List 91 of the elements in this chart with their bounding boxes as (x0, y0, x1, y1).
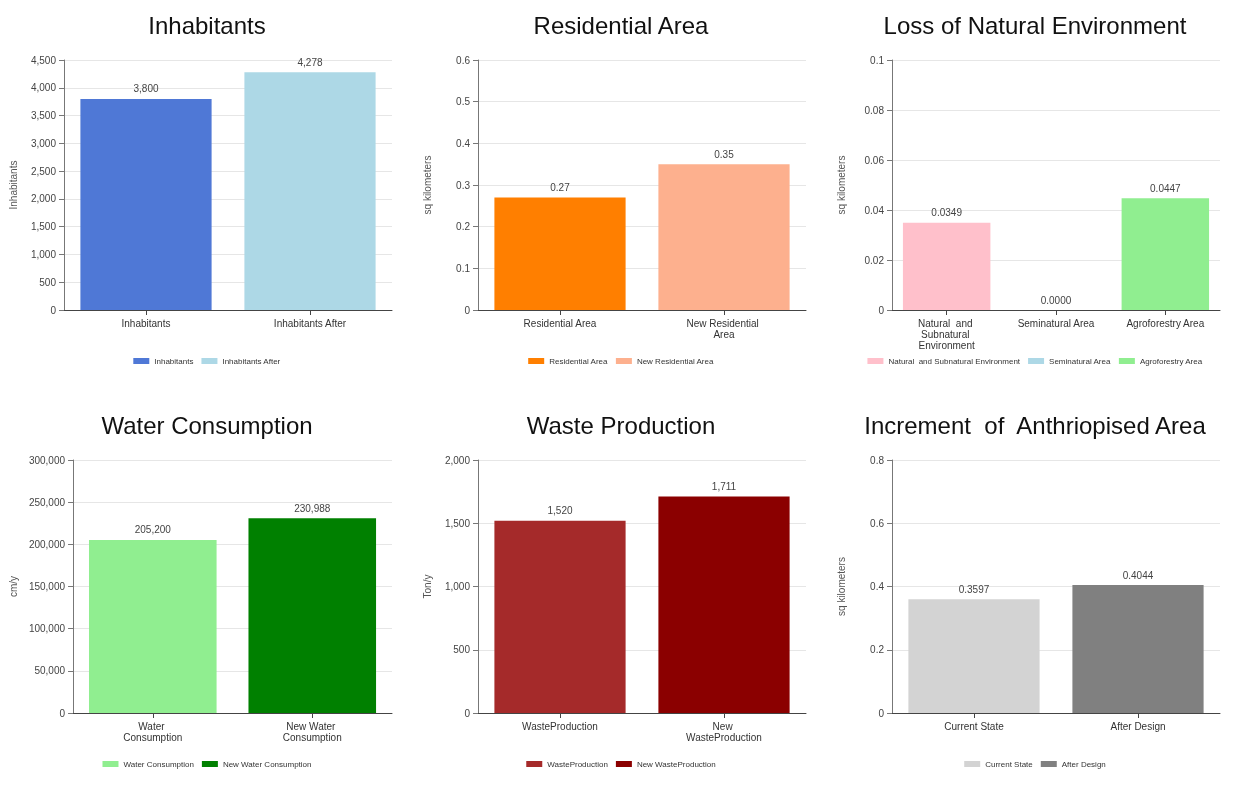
data-label: 205,200 (134, 524, 172, 536)
legend-label: Inhabitants (154, 356, 194, 366)
y-tick-label: 0.6 (870, 517, 885, 529)
y-tick-label: 0 (878, 707, 885, 719)
y-tick-label: 2,000 (30, 193, 57, 205)
y-tick-label: 200,000 (28, 538, 66, 550)
y-tick-label: 0.2 (870, 644, 885, 656)
legend-label: Current State (985, 759, 1034, 769)
x-tick-label: Natural and Subnatural Environment (918, 318, 976, 351)
data-label: 3,800 (133, 83, 159, 95)
y-tick-label: 4,500 (30, 54, 57, 66)
x-tick-label: Agroforestry Area (1126, 318, 1205, 329)
legend-label: WasteProduction (547, 759, 608, 769)
y-tick-label: 0.4 (456, 137, 471, 149)
chart-title: Waste Production (526, 411, 716, 439)
data-label: 1,711 (711, 481, 737, 493)
y-tick-label: 0.5 (456, 96, 471, 108)
x-tick-label: New Water Consumption (282, 721, 342, 743)
legend-label: New Residential Area (636, 356, 714, 366)
legend-label: Natural and Subnatural Environment (888, 356, 1021, 366)
y-tick-label: 250,000 (28, 496, 66, 508)
y-tick-label: 100,000 (28, 623, 66, 635)
chart-title: Loss of Natural Environment (883, 11, 1187, 39)
y-tick-label: 0.2 (456, 221, 471, 233)
data-label: 0.35 (714, 148, 735, 160)
legend-label: New WasteProduction (636, 759, 716, 769)
y-tick-label: 1,500 (30, 221, 57, 233)
legend-label: Water Consumption (123, 759, 194, 769)
chart-title: Increment of Anthriopised Area (864, 411, 1207, 439)
chart-title: Inhabitants (148, 11, 266, 39)
legend-label: Agroforestry Area (1139, 356, 1203, 366)
y-axis-title: sq kilometers (835, 155, 847, 215)
y-axis-title: sq kilometers (835, 557, 847, 616)
y-tick-label: 0.3 (456, 179, 471, 191)
y-tick-label: 0 (464, 707, 471, 719)
y-tick-label: 0 (464, 304, 471, 316)
legend-label: Residential Area (549, 356, 608, 366)
data-label: 0.0000 (1040, 294, 1072, 306)
y-tick-label: 2,500 (30, 165, 57, 177)
x-tick-label: Seminatural Area (1017, 318, 1095, 329)
x-tick-label: New Residential Area (686, 318, 762, 340)
y-tick-label: 3,500 (30, 110, 57, 122)
y-tick-label: 0 (50, 304, 57, 316)
y-tick-label: 0.1 (456, 262, 471, 274)
data-label: 0.0349 (931, 207, 963, 219)
y-tick-label: 1,500 (444, 517, 471, 529)
y-tick-label: 0.6 (456, 54, 471, 66)
chart-title: Residential Area (533, 11, 710, 39)
y-axis-title: sq kilometers (421, 155, 433, 215)
y-tick-label: 0.4 (870, 581, 885, 592)
y-tick-label: 4,000 (30, 82, 57, 94)
data-label: 4,278 (297, 56, 323, 68)
legend-label: Seminatural Area (1049, 356, 1111, 366)
y-tick-label: 0.8 (870, 454, 885, 466)
legend-label: Inhabitants After (222, 356, 281, 366)
y-tick-label: 500 (39, 276, 57, 288)
x-tick-label: After Design (1110, 721, 1166, 732)
y-tick-label: 0 (878, 304, 885, 316)
data-label: 0.27 (550, 182, 571, 193)
y-tick-label: 300,000 (28, 454, 66, 466)
y-axis-title: Inhabitants (7, 160, 19, 210)
y-tick-label: 0.04 (864, 204, 885, 216)
y-tick-label: 0.08 (864, 104, 885, 116)
x-tick-label: Current State (944, 721, 1005, 732)
x-tick-label: Residential Area (523, 318, 597, 329)
y-tick-label: 1,000 (444, 581, 471, 592)
data-label: 0.3597 (958, 583, 990, 595)
data-label: 0.4044 (1122, 569, 1154, 581)
y-tick-label: 0.06 (864, 154, 885, 166)
data-label: 1,520 (547, 505, 573, 517)
legend-label: After Design (1061, 759, 1106, 769)
y-tick-label: 0 (59, 707, 66, 719)
chart-title: Water Consumption (101, 411, 313, 439)
y-tick-label: 0.1 (870, 54, 885, 66)
y-tick-label: 0.02 (864, 254, 885, 266)
x-tick-label: New WasteProduction (686, 721, 762, 743)
data-label: 230,988 (294, 502, 331, 514)
x-tick-label: Inhabitants (121, 318, 171, 329)
y-axis-title: cm/y (7, 575, 19, 598)
x-tick-label: WasteProduction (522, 721, 598, 732)
y-tick-label: 50,000 (34, 665, 66, 677)
y-tick-label: 1,000 (30, 248, 57, 260)
data-label: 0.0447 (1150, 182, 1182, 194)
x-tick-label: Inhabitants After (273, 318, 347, 329)
x-tick-label: Water Consumption (123, 721, 183, 743)
y-tick-label: 3,000 (30, 137, 57, 149)
y-axis-title: Ton/y (421, 574, 433, 599)
legend-label: New Water Consumption (222, 759, 312, 769)
y-tick-label: 2,000 (444, 454, 471, 466)
y-tick-label: 150,000 (28, 581, 66, 592)
y-tick-label: 500 (453, 644, 471, 656)
